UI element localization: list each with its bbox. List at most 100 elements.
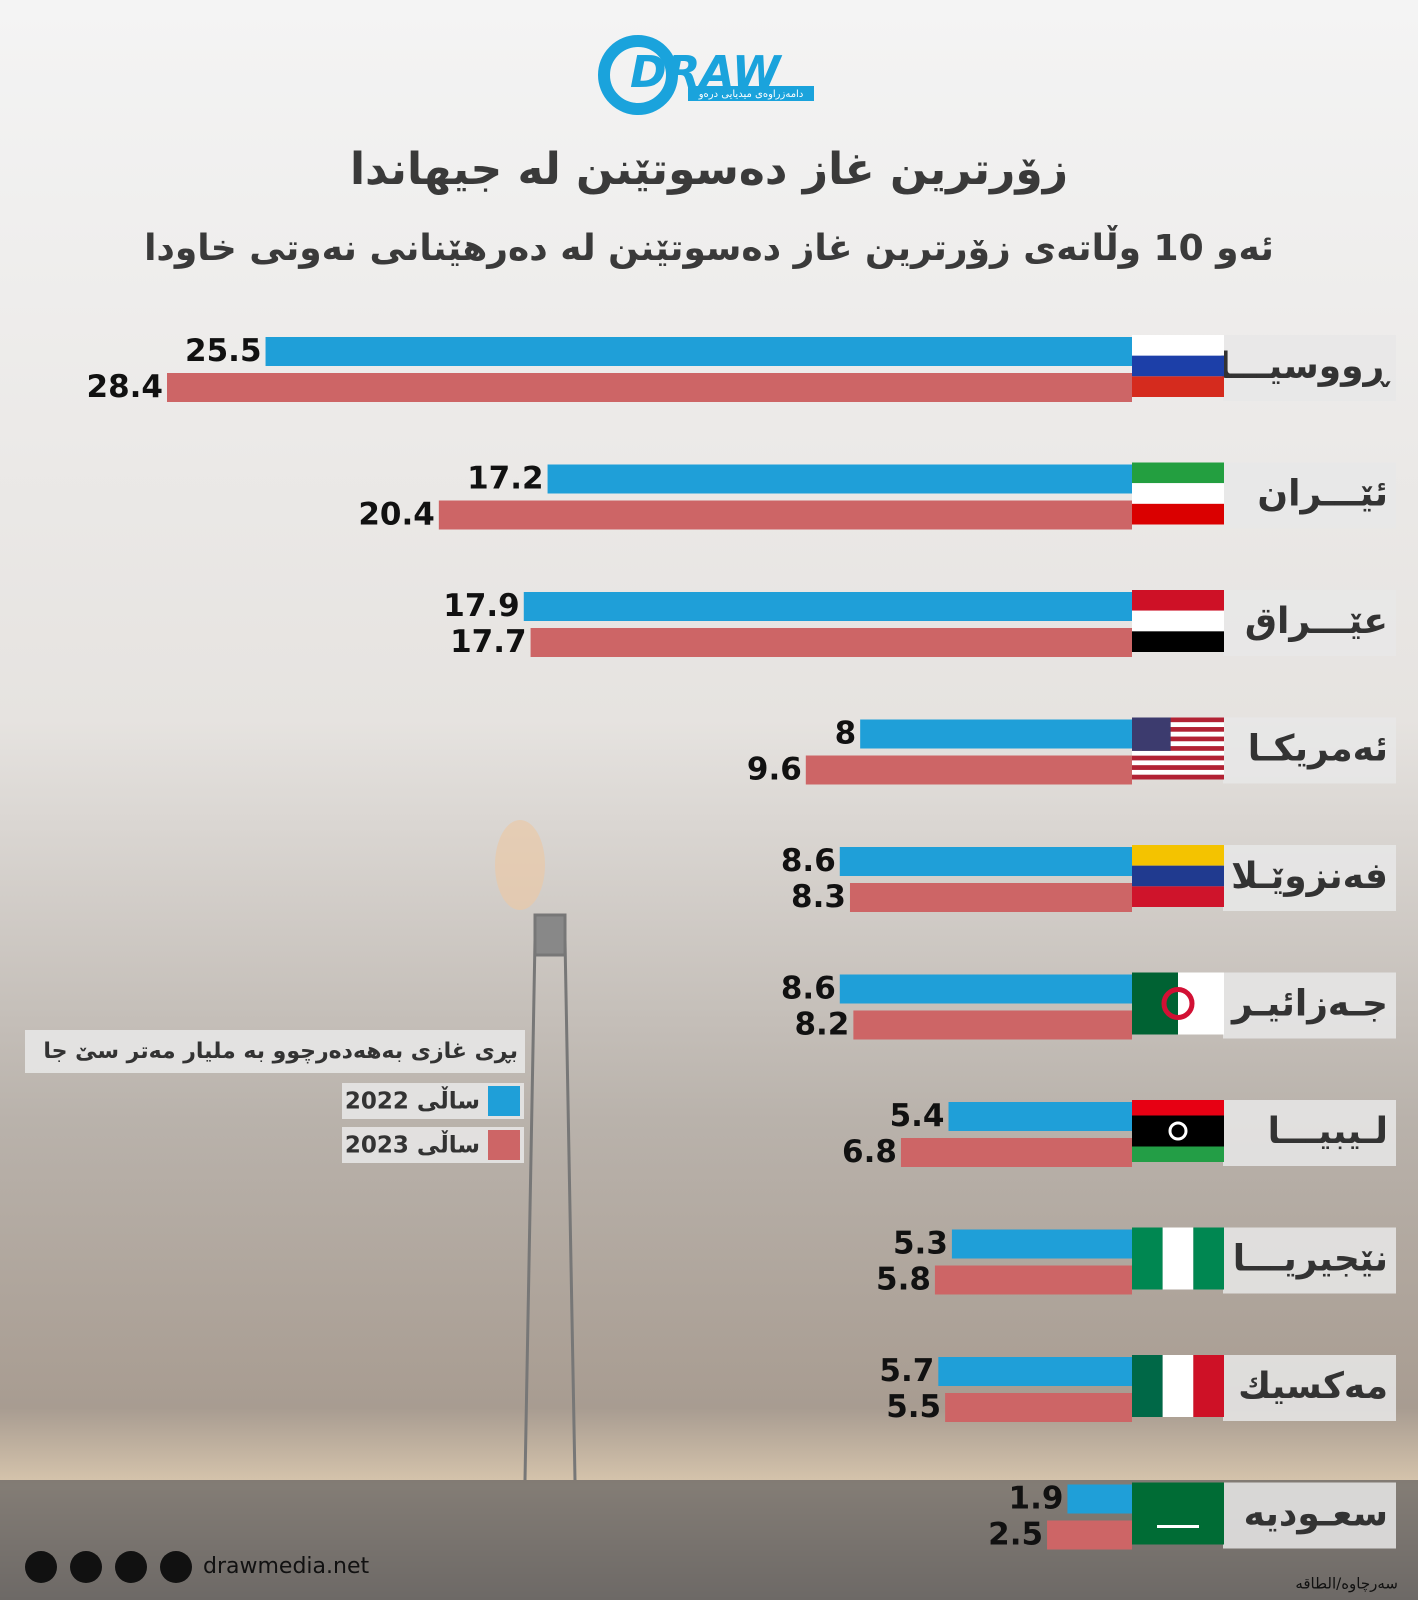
label-box — [1223, 1227, 1396, 1294]
bar — [265, 337, 1133, 366]
flag-stripe — [1132, 590, 1224, 611]
flag-stripe — [1162, 1355, 1194, 1417]
flag-stripe — [1132, 741, 1224, 747]
label-box — [1223, 1482, 1396, 1549]
flag-stripe — [1132, 1100, 1224, 1116]
flag-stripe — [1132, 750, 1224, 756]
flag-emblem — [1161, 987, 1195, 1020]
chart-title: زۆرترین غاز دەسوتێنن لە جیهاندا — [350, 144, 1068, 195]
bar — [1047, 1520, 1132, 1550]
data-label: 28.4 — [87, 369, 164, 405]
category-label: ئێـــران — [1257, 474, 1388, 515]
flag-stripe — [1132, 462, 1224, 484]
footer: drawmedia.net سەرچاوە/الطاقە — [25, 1551, 1398, 1593]
flag — [1132, 972, 1224, 1035]
flag-field — [1132, 1482, 1224, 1545]
flag-stripe — [1132, 769, 1224, 775]
flag-stripe — [1178, 972, 1224, 1035]
bar — [805, 755, 1132, 785]
data-label: 5.4 — [890, 1098, 945, 1134]
flag-stripe — [1132, 765, 1224, 770]
bar — [853, 1010, 1132, 1040]
flag-stripe — [1132, 503, 1224, 525]
data-label: 8.6 — [781, 971, 836, 1007]
source: سەرچاوە/الطاقە — [1295, 1575, 1398, 1593]
flag-stripe — [1132, 760, 1224, 766]
data-label: 17.2 — [467, 461, 544, 497]
bar — [945, 1393, 1132, 1422]
legend-swatch — [488, 1130, 520, 1160]
category-label: عێـــراق — [1245, 601, 1388, 642]
flag-stripe — [1132, 886, 1224, 907]
flag-stripe — [1132, 755, 1224, 761]
flag — [1132, 590, 1224, 652]
category-label: ڕووسیـــا — [1218, 346, 1391, 387]
data-label: 6.8 — [842, 1134, 897, 1170]
flag-stripe — [1132, 483, 1224, 504]
data-label: 5.7 — [879, 1353, 934, 1389]
data-label: 17.7 — [450, 624, 527, 660]
data-label: 5.3 — [893, 1226, 948, 1262]
flag — [1132, 1355, 1224, 1417]
flag-stripe — [1132, 355, 1224, 377]
flag-stripe — [1132, 610, 1224, 632]
label-box — [1223, 717, 1396, 784]
label-box — [1223, 590, 1396, 656]
data-label: 17.9 — [443, 588, 520, 624]
label-box — [1223, 1100, 1396, 1166]
flag-stripe — [1132, 845, 1224, 866]
label-box — [1223, 845, 1396, 911]
category-label: ئەمریکـا — [1248, 729, 1388, 770]
flag — [1132, 335, 1224, 397]
flag-stripe — [1132, 1355, 1163, 1417]
data-label: 8.3 — [791, 879, 846, 915]
bar — [438, 500, 1132, 530]
flag-stripe — [1132, 736, 1224, 742]
bar — [860, 719, 1132, 749]
category-label: فەنزوێـلا — [1231, 856, 1388, 897]
data-label: 8.6 — [781, 843, 836, 879]
flare-stack — [495, 820, 577, 1481]
category-label: جـەزائیـر — [1230, 984, 1388, 1025]
data-label: 20.4 — [358, 497, 435, 533]
legend-title: بڕی غازی بەهەدەرچوو بە ملیار مەتر سێ جا — [43, 1039, 518, 1064]
flag-stripe — [1193, 1227, 1224, 1290]
label-box — [1223, 1355, 1396, 1421]
flag-stripe — [1132, 727, 1224, 732]
bar — [167, 373, 1132, 402]
flag-emblem — [1168, 1121, 1188, 1141]
bar — [523, 592, 1132, 621]
label-box — [1223, 335, 1396, 401]
category-label: سعـودیە — [1244, 1494, 1388, 1535]
flag-stripe — [1132, 631, 1224, 652]
label-box — [1223, 462, 1396, 529]
flag — [1132, 1100, 1224, 1162]
flag-stripe — [1132, 746, 1224, 751]
category-label: لـیبیـــا — [1268, 1111, 1388, 1152]
bar — [900, 1138, 1132, 1167]
data-label: 1.9 — [1009, 1481, 1064, 1517]
flag — [1132, 717, 1224, 780]
bar — [839, 847, 1132, 876]
category-label: مەکسیك — [1238, 1366, 1388, 1407]
flag-stripe — [1132, 865, 1224, 887]
legend-swatch — [488, 1086, 520, 1116]
data-label: 5.5 — [886, 1389, 941, 1425]
flag-stripe — [1132, 1227, 1163, 1290]
label-box — [1223, 972, 1396, 1039]
logo: DRAW دامەزراوەی میدیایی درەو — [598, 35, 814, 115]
bar — [938, 1357, 1132, 1386]
flag-stripe — [1132, 376, 1224, 397]
data-label: 2.5 — [988, 1517, 1043, 1553]
flag-stripe — [1132, 717, 1224, 723]
flag-stripe — [1132, 774, 1224, 780]
flag-stripe — [1162, 1227, 1194, 1290]
chart-subtitle: ئەو 10 وڵاتەی زۆرترین غاز دەسوتێنن لە دە… — [144, 225, 1274, 269]
flag-canton — [1132, 717, 1171, 751]
website: drawmedia.net — [203, 1554, 369, 1579]
bar — [951, 1229, 1132, 1259]
bar — [530, 628, 1132, 657]
data-label: 9.6 — [747, 752, 802, 788]
